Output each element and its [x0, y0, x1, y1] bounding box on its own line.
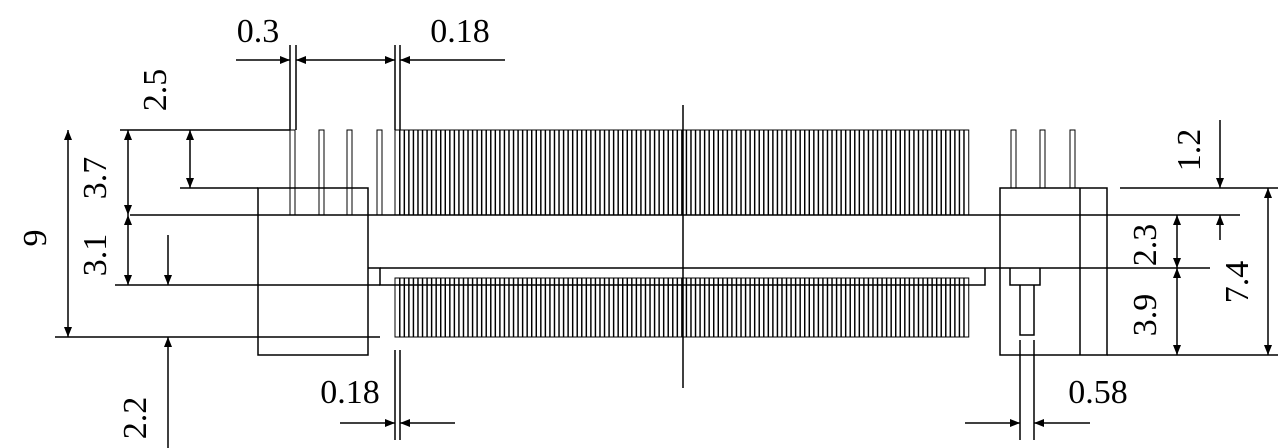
dim-label: 0.18	[430, 13, 490, 50]
dim-label: 2.3	[1127, 224, 1164, 267]
outline	[55, 105, 1278, 388]
dim-label: 0.3	[237, 13, 280, 50]
pin	[318, 129, 325, 216]
pin	[289, 129, 296, 216]
pin	[1010, 129, 1017, 189]
right-slot	[1009, 268, 1041, 286]
pin	[346, 129, 353, 216]
dimensions	[64, 45, 1272, 448]
dim-label: 7.4	[1219, 261, 1256, 304]
left-housing	[257, 187, 369, 356]
right-key	[1019, 285, 1035, 336]
dimension-labels: 0.3 0.18 2.5 9 3.7 3.1 2.2 0.18 1.2 2.3 …	[17, 13, 1256, 439]
pin	[376, 129, 383, 216]
dim-label: 1.2	[1171, 129, 1208, 172]
pin	[1069, 129, 1076, 189]
dim-label: 3.1	[77, 234, 114, 277]
right-housing	[999, 187, 1108, 356]
dim-label: 9	[17, 230, 54, 247]
dim-label: 3.7	[77, 157, 114, 200]
dim-label: 0.58	[1068, 374, 1128, 411]
pin	[963, 277, 970, 338]
dim-label: 0.18	[320, 374, 380, 411]
pin	[963, 129, 970, 216]
dim-label: 2.5	[137, 69, 174, 112]
pins	[289, 129, 1076, 338]
dim-label: 2.2	[117, 397, 154, 440]
pin	[1039, 129, 1046, 189]
rail	[368, 267, 986, 286]
dim-label: 3.9	[1127, 294, 1164, 337]
